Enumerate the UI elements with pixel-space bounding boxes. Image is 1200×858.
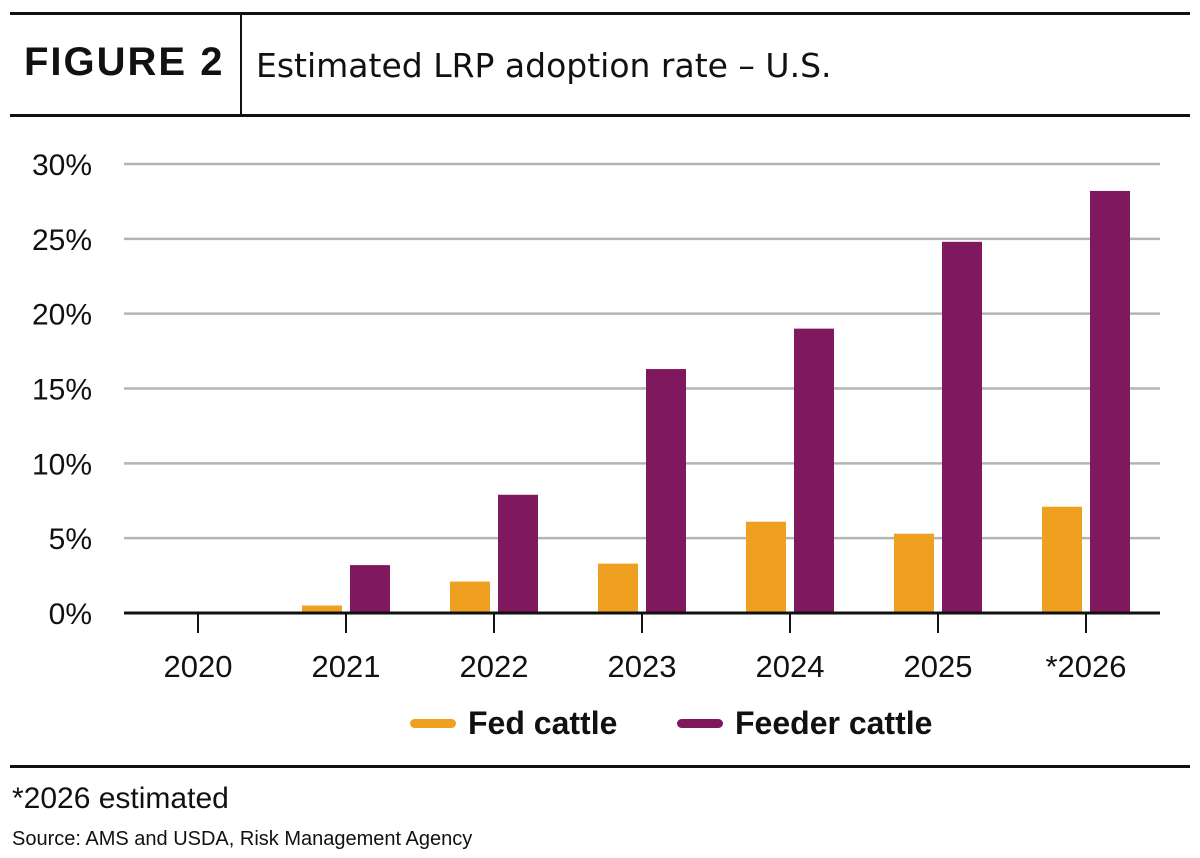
header-divider: [240, 15, 242, 114]
legend-swatch-feeder-cattle: [677, 718, 723, 728]
bar-fed-cattle: [302, 605, 342, 613]
figure-label: FIGURE 2: [24, 40, 225, 84]
bar-feeder-cattle: [942, 241, 982, 613]
y-tick-label: 30%: [32, 149, 92, 182]
bar-chart: 0% 5% 10% 15% 20% 25% 30% 2020 2021 2022 2023 2024 2…: [32, 149, 1160, 684]
bar-fed-cattle: [746, 521, 786, 613]
header-bottom-rule: [10, 114, 1190, 117]
top-rule: [10, 12, 1190, 15]
x-tick-label: 2025: [904, 649, 973, 684]
footnote: *2026 estimated: [12, 782, 229, 815]
legend-swatch-fed-cattle: [410, 718, 456, 728]
bar-fed-cattle: [598, 563, 638, 613]
x-tick-label: *2026: [1045, 649, 1126, 684]
legend-label-fed-cattle: Fed cattle: [468, 704, 618, 741]
legend-item-fed-cattle: Fed cattle: [410, 703, 617, 743]
chart-title: Estimated LRP adoption rate – U.S.: [256, 46, 832, 85]
x-tick-label: 2020: [164, 649, 233, 684]
bar-feeder-cattle: [794, 328, 834, 613]
legend-label-feeder-cattle: Feeder cattle: [735, 704, 933, 741]
x-tick-label: 2021: [312, 649, 381, 684]
bar-fed-cattle: [1042, 506, 1082, 613]
y-tick-label: 5%: [49, 523, 92, 556]
x-tick-label: 2023: [608, 649, 677, 684]
bar-fed-cattle: [450, 581, 490, 613]
bar-feeder-cattle: [350, 565, 390, 613]
y-tick-label: 15%: [32, 374, 92, 407]
footer-rule: [10, 765, 1190, 768]
x-tick-label: 2024: [756, 649, 825, 684]
bar-fed-cattle: [894, 533, 934, 613]
bar-feeder-cattle: [498, 494, 538, 613]
bar-feeder-cattle: [646, 369, 686, 613]
legend: Fed cattle Feeder cattle: [0, 703, 1200, 743]
y-tick-label: 0%: [49, 598, 92, 631]
legend-item-feeder-cattle: Feeder cattle: [677, 703, 932, 743]
bar-feeder-cattle: [1090, 190, 1130, 613]
y-tick-label: 20%: [32, 299, 92, 332]
y-tick-label: 25%: [32, 224, 92, 257]
y-tick-label: 10%: [32, 448, 92, 481]
source-note: Source: AMS and USDA, Risk Management Ag…: [12, 828, 473, 850]
x-tick-label: 2022: [460, 649, 529, 684]
